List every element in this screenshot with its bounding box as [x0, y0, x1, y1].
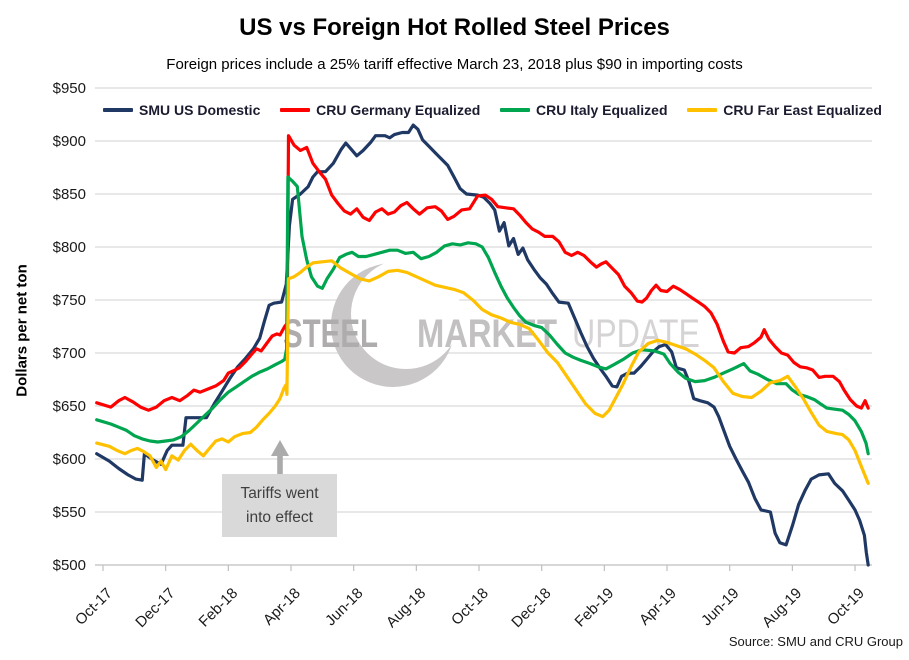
y-axis-title: Dollars per net ton — [13, 264, 31, 397]
annotation-text-line1: Tariffs went — [240, 485, 319, 503]
watermark-crescent-cutout — [351, 259, 461, 369]
series-line-smu-us-domestic — [95, 123, 870, 567]
legend-label: SMU US Domestic — [139, 102, 261, 118]
legend-swatch-icon — [280, 108, 311, 112]
page-subtitle: Foreign prices include a 25% tariff effe… — [166, 56, 743, 73]
y-tick-label: $850 — [53, 186, 86, 203]
y-tick-label: $650 — [53, 398, 86, 415]
y-tick-label: $500 — [53, 557, 86, 574]
legend-label: CRU Far East Equalized — [723, 102, 882, 118]
y-tick-label: $750 — [53, 292, 86, 309]
y-tick-label: $800 — [53, 239, 86, 256]
series-line-cru-germany-equalized — [95, 134, 870, 412]
x-tick-label: Oct-18 — [448, 585, 492, 629]
x-tick-label: Apr-19 — [636, 585, 680, 629]
watermark: STEEL MARKET UPDATE — [283, 259, 700, 387]
legend: SMU US Domestic CRU Germany Equalized CRU … — [103, 102, 882, 118]
x-tick-label: Aug-18 — [383, 585, 429, 631]
x-tick-label: Jun-19 — [698, 585, 742, 629]
legend-item-cru-italy-equalized: CRU Italy Equalized — [500, 102, 668, 118]
legend-item-cru-germany-equalized: CRU Germany Equalized — [280, 102, 480, 118]
x-tick-label: Aug-19 — [759, 585, 805, 631]
series-line-cru-far-east-equalized — [95, 259, 870, 485]
legend-item-cru-far-east-equalized: CRU Far East Equalized — [687, 102, 882, 118]
y-tick-label: $700 — [53, 345, 86, 362]
watermark-text: STEEL — [283, 312, 378, 356]
x-tick-label: Feb-18 — [196, 585, 242, 631]
x-tick-label: Oct-17 — [72, 585, 116, 629]
legend-label: CRU Germany Equalized — [316, 102, 481, 118]
legend-swatch-icon — [103, 108, 133, 112]
y-tick-label: $600 — [53, 451, 86, 468]
page-title: US vs Foreign Hot Rolled Steel Prices — [239, 14, 670, 41]
x-tick-label: Jun-18 — [322, 585, 366, 629]
y-tick-label: $950 — [53, 80, 86, 97]
tariff-annotation: Tariffs went into effect — [222, 474, 337, 537]
legend-swatch-icon — [500, 108, 531, 112]
watermark-text: MARKET — [417, 312, 557, 356]
x-tick-label: Oct-19 — [824, 585, 868, 629]
series-line-cru-italy-equalized — [95, 175, 870, 456]
legend-item-smu-us-domestic: SMU US Domestic — [103, 102, 260, 118]
legend-label: CRU Italy Equalized — [536, 102, 668, 118]
source-note: Source: SMU and CRU Group — [728, 634, 903, 649]
x-tick-label: Dec-18 — [508, 585, 554, 631]
x-tick-label: Feb-19 — [572, 585, 618, 631]
watermark-text: UPDATE — [572, 312, 700, 356]
x-tick-label: Dec-17 — [132, 585, 178, 631]
up-arrow-icon — [271, 440, 289, 474]
y-tick-label: $900 — [53, 133, 86, 150]
legend-swatch-icon — [687, 108, 718, 112]
annotation-text-line2: into effect — [246, 508, 313, 526]
x-tick-label: Apr-18 — [260, 585, 304, 629]
y-tick-label: $550 — [53, 504, 86, 521]
